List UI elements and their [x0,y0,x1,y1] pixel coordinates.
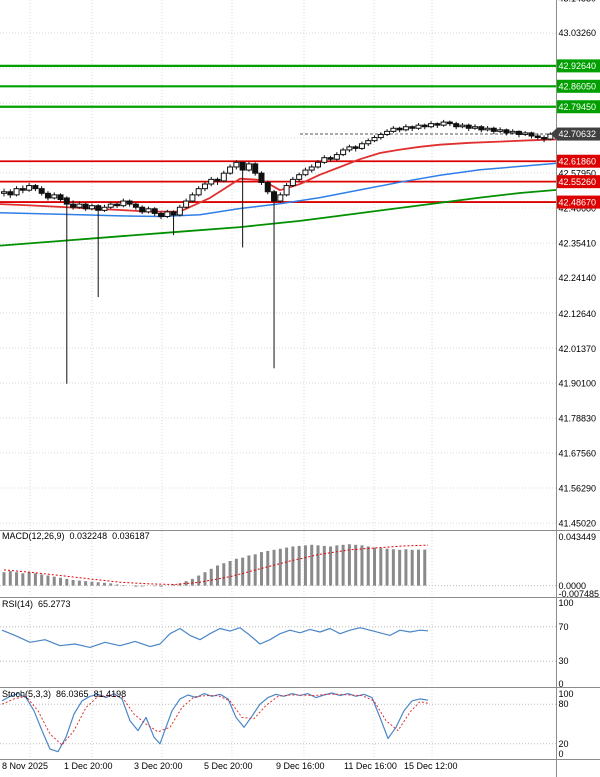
svg-text:41.78830: 41.78830 [559,414,597,424]
svg-text:42.48670: 42.48670 [559,197,597,207]
svg-text:42.70632: 42.70632 [559,129,597,139]
svg-text:100: 100 [559,689,574,699]
price-badges: 42.92640 42.86050 42.79450 42.61860 42.55260… [550,59,600,209]
svg-text:80: 80 [559,699,569,709]
svg-text:1 Dec 20:00: 1 Dec 20:00 [64,761,113,771]
svg-text:42.35410: 42.35410 [559,238,597,248]
price-axis-labels: 43.1453043.0326042.5795042.4668042.35410… [559,0,597,528]
resistance-lines [0,64,556,108]
svg-text:3 Dec 20:00: 3 Dec 20:00 [134,761,183,771]
stoch-d-line [1,693,429,746]
svg-text:42.86050: 42.86050 [559,81,597,91]
price-level-badge: 42.55260 [557,175,600,189]
svg-text:30: 30 [559,656,569,666]
rsi-line [1,627,429,649]
price-level-badge: 42.48670 [557,195,600,209]
macd-histogram [2,544,427,587]
rsi-panel-header: RSI(14) 65.2773 [2,599,76,610]
macd-value-main: 0.032248 [69,531,108,541]
grid-lines [0,0,556,759]
svg-text:42.61860: 42.61860 [559,156,597,166]
svg-text:43.14530: 43.14530 [559,0,597,3]
svg-text:41.45020: 41.45020 [559,518,597,528]
support-lines [0,160,556,203]
moving-averages [0,138,558,247]
rsi-label: RSI(14) [2,599,34,609]
candlesticks [1,119,554,384]
svg-text:11 Dec 16:00: 11 Dec 16:00 [344,761,397,771]
svg-text:0.043449: 0.043449 [559,532,597,542]
time-axis-labels: 8 Nov 2025 1 Dec 20:00 3 Dec 20:00 5 Dec 20… [2,761,458,771]
svg-text:41.90100: 41.90100 [559,379,597,389]
macd-value-signal: 0.036187 [112,531,150,541]
svg-text:42.57950: 42.57950 [559,169,597,179]
svg-text:43.03260: 43.03260 [559,28,597,38]
macd-signal-line [3,544,429,585]
macd-label: MACD(12,26,9) [2,531,65,541]
rsi-value: 65.2773 [38,599,71,609]
svg-text:0.0000: 0.0000 [559,581,587,591]
price-level-badge: 42.79450 [557,100,600,114]
stoch-k-line [1,692,429,753]
price-level-badge: 42.86050 [557,79,600,93]
svg-text:42.92640: 42.92640 [559,61,597,71]
svg-text:100: 100 [559,598,574,608]
svg-text:41.67560: 41.67560 [559,448,597,458]
svg-text:42.24140: 42.24140 [559,273,597,283]
stoch-value-k: 86.0365 [56,689,89,699]
stoch-value-d: 81.4198 [93,689,127,699]
price-level-badge: 42.92640 [557,59,600,73]
svg-text:20: 20 [559,739,569,749]
svg-text:8 Nov 2025: 8 Nov 2025 [2,761,48,771]
stoch-panel-header: Stoch(5,3,3) 86.0365 81.4198 [2,689,131,700]
price-level-badge: 42.61860 [557,154,600,168]
stoch-label: Stoch(5,3,3) [2,689,52,699]
svg-text:5 Dec 20:00: 5 Dec 20:00 [204,761,253,771]
svg-text:-0.007485: -0.007485 [559,589,600,599]
svg-text:0: 0 [559,679,564,689]
macd-panel-header: MACD(12,26,9) 0.032248 0.036187 [2,531,155,542]
svg-text:70: 70 [559,622,569,632]
price-level-badge: 42.70632 [550,127,600,141]
svg-text:42.55260: 42.55260 [559,177,597,187]
svg-text:42.12640: 42.12640 [559,309,597,319]
svg-text:9 Dec 16:00: 9 Dec 16:00 [276,761,325,771]
svg-text:41.56290: 41.56290 [559,483,597,493]
svg-text:0: 0 [559,749,564,759]
svg-text:15 Dec 12:00: 15 Dec 12:00 [404,761,458,771]
svg-text:42.79450: 42.79450 [559,102,597,112]
svg-text:42.01370: 42.01370 [559,344,597,354]
